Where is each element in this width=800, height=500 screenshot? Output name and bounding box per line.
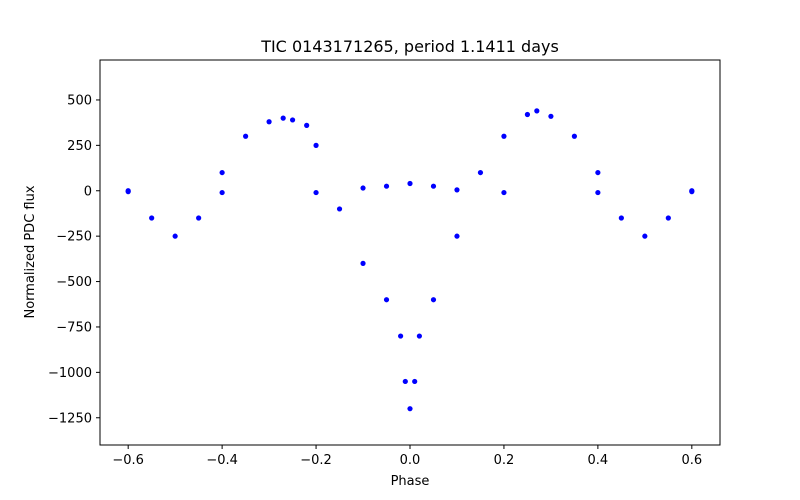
series-1 [125,108,695,412]
y-tick-label: −750 [56,320,92,335]
data-point [280,115,286,121]
data-point [172,233,178,239]
x-tick-label: 0.6 [681,453,702,468]
data-point [548,113,554,119]
y-tick-label: 500 [67,93,92,108]
data-point [402,378,408,385]
y-tick-label: −250 [56,230,92,245]
y-tick-label: 250 [67,139,92,154]
data-point [477,169,484,176]
data-point [266,119,272,125]
data-point [383,183,390,189]
data-point [618,215,624,221]
data-point [595,189,601,196]
data-point [313,189,319,196]
data-point [454,187,460,193]
data-point [219,189,225,196]
x-tick-label: 0.0 [400,453,421,468]
x-axis: −0.6 −0.4 −0.2 0.0 0.2 0.4 0.6 [112,445,702,468]
x-axis-label: Phase [391,474,430,489]
data-point [289,117,296,123]
x-tick-label: 0.4 [588,453,609,468]
y-tick-label: 0 [84,184,92,199]
data-point [534,108,540,114]
x-tick-label: −0.6 [112,453,144,468]
data-point [125,189,131,195]
x-tick-label: −0.2 [300,453,332,468]
data-point [149,215,155,221]
data-point [416,333,422,339]
y-tick-label: −1000 [48,366,92,381]
data-point [196,215,202,221]
data-point [430,183,437,189]
data-point [454,233,460,239]
x-tick-label: 0.2 [494,453,515,468]
data-point [571,133,577,139]
data-point [501,189,507,196]
data-point [304,122,310,128]
data-point [665,215,671,221]
y-tick-label: −1250 [48,411,92,426]
data-point [642,233,648,239]
x-tick-label: −0.4 [206,453,238,468]
data-point [524,111,531,118]
y-tick-label: −500 [56,275,92,290]
data-point [501,133,507,139]
data-point [689,189,695,195]
data-point [412,378,418,385]
data-point [595,169,601,176]
chart-title: TIC 0143171265, period 1.1411 days [260,37,559,56]
y-axis-label: Normalized PDC flux [23,185,38,318]
data-point [430,297,437,303]
data-point [360,185,366,191]
y-axis: 500 250 0 −250 −500 −750 −1000 −1250 [48,93,100,426]
data-point [360,260,366,266]
data-point [219,169,225,176]
data-point [313,142,319,148]
data-point [383,297,390,303]
data-point [407,406,413,412]
data-point [336,206,343,212]
data-point [407,180,413,187]
plot-frame [99,59,721,446]
data-point [243,133,249,139]
data-point [398,333,404,339]
series-2 [125,180,695,196]
plot-area [125,108,695,412]
